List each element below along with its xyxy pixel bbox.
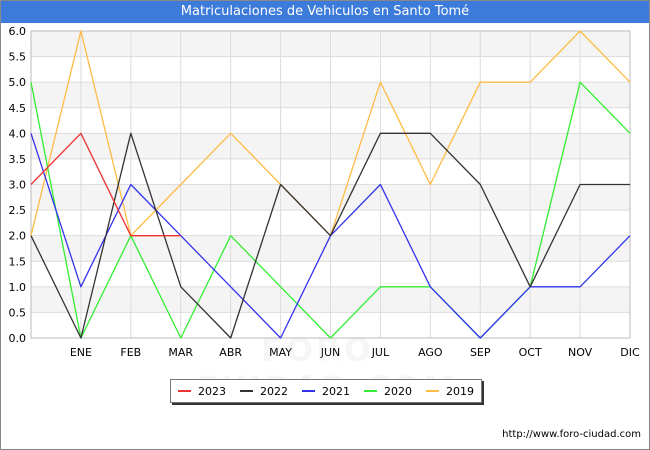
legend-item-2022: 2022: [240, 385, 288, 398]
legend-label: 2022: [260, 384, 288, 398]
y-tick-label: 0.5: [9, 306, 27, 319]
series-line-2022: [30, 132, 630, 339]
x-tick-label: ENE: [70, 346, 92, 359]
x-tick-label: SEP: [470, 346, 491, 359]
series-line-2023: [30, 132, 181, 237]
y-tick-label: 3.5: [9, 153, 27, 166]
legend-label: 2023: [198, 384, 226, 398]
chart-legend: 2023 2022 2021 2020 2019: [170, 379, 482, 403]
y-tick-label: 4.5: [9, 102, 27, 115]
legend-label: 2021: [322, 384, 350, 398]
y-tick-label: 1.5: [9, 255, 27, 268]
legend-item-2021: 2021: [302, 385, 350, 398]
legend-swatch: [178, 390, 191, 392]
x-tick-label: FEB: [120, 346, 141, 359]
legend-swatch: [364, 390, 377, 392]
legend-label: 2020: [384, 384, 412, 398]
legend-item-2019: 2019: [426, 385, 474, 398]
y-tick-label: 6.0: [9, 25, 27, 38]
x-tick-label: AGO: [418, 346, 443, 359]
legend-label: 2019: [446, 384, 474, 398]
x-tick-label: NOV: [568, 346, 593, 359]
x-tick-label: JUN: [320, 346, 341, 359]
source-url: http://www.foro-ciudad.com: [502, 429, 641, 440]
chart-title: Matriculaciones de Vehiculos en Santo To…: [180, 4, 470, 19]
title-bar: Matriculaciones de Vehiculos en Santo To…: [1, 1, 649, 23]
legend-swatch: [240, 390, 253, 392]
x-tick-label: MAY: [269, 346, 292, 359]
y-tick-label: 4.0: [9, 127, 27, 140]
y-tick-label: 0.0: [9, 332, 27, 345]
x-tick-label: MAR: [168, 346, 193, 359]
legend-swatch: [426, 390, 439, 392]
legend-item-2023: 2023: [178, 385, 226, 398]
x-tick-label: JUL: [371, 346, 390, 359]
y-tick-label: 5.5: [9, 51, 27, 64]
x-tick-label: DIC: [620, 346, 640, 359]
x-tick-label: ABR: [219, 346, 242, 359]
y-tick-label: 5.0: [9, 76, 27, 89]
legend-swatch: [302, 390, 315, 392]
legend-item-2020: 2020: [364, 385, 412, 398]
y-tick-label: 1.0: [9, 281, 27, 294]
x-tick-label: OCT: [519, 346, 542, 359]
y-tick-label: 3.0: [9, 179, 27, 192]
y-tick-label: 2.0: [9, 230, 27, 243]
y-tick-label: 2.5: [9, 204, 27, 217]
